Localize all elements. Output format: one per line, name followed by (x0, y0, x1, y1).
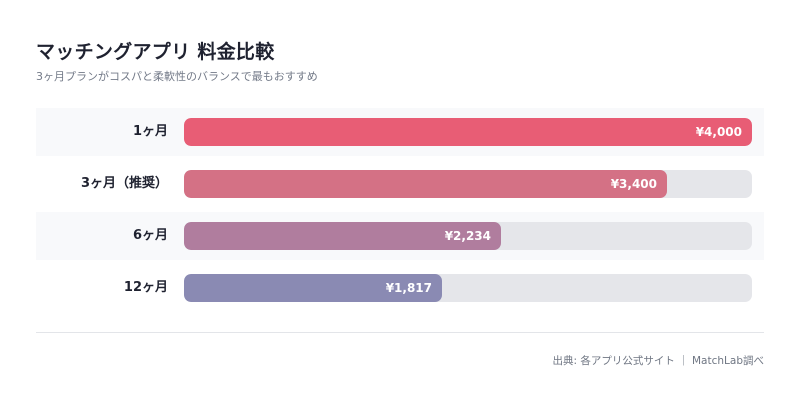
category-label: 1ヶ月 (132, 124, 168, 139)
bar-row: 3ヶ月（推奨） ¥3,400 (36, 160, 764, 208)
bar: ¥3,400 (184, 170, 667, 198)
category-label: 3ヶ月（推奨） (80, 176, 168, 191)
source-note: 出典: 各アプリ公式サイト ｜ MatchLab調べ (552, 355, 764, 367)
bar-track: ¥1,817 (184, 274, 752, 302)
bar-chart: 1ヶ月 ¥4,000 3ヶ月（推奨） ¥3,400 6ヶ月 ¥2,234 12ヶ月 ¥1,81… (36, 108, 764, 316)
bar-track: ¥3,400 (184, 170, 752, 198)
chart-title: マッチングアプリ 料金比較 (36, 41, 275, 63)
bar-track: ¥4,000 (184, 118, 752, 146)
bar-value-label: ¥2,234 (444, 229, 491, 243)
divider (36, 332, 764, 333)
bar: ¥2,234 (184, 222, 501, 250)
bar-value-label: ¥4,000 (695, 125, 742, 139)
bar-value-label: ¥3,400 (610, 177, 657, 191)
bar-row: 12ヶ月 ¥1,817 (36, 264, 764, 312)
bar-row: 6ヶ月 ¥2,234 (36, 212, 764, 260)
category-label: 6ヶ月 (132, 228, 168, 243)
chart-subtitle: 3ヶ月プランがコスパと柔軟性のバランスで最もおすすめ (36, 70, 318, 83)
bar: ¥1,817 (184, 274, 442, 302)
category-label: 12ヶ月 (123, 280, 168, 295)
bar-value-label: ¥1,817 (385, 281, 432, 295)
bar: ¥4,000 (184, 118, 752, 146)
bar-track: ¥2,234 (184, 222, 752, 250)
bar-row: 1ヶ月 ¥4,000 (36, 108, 764, 156)
